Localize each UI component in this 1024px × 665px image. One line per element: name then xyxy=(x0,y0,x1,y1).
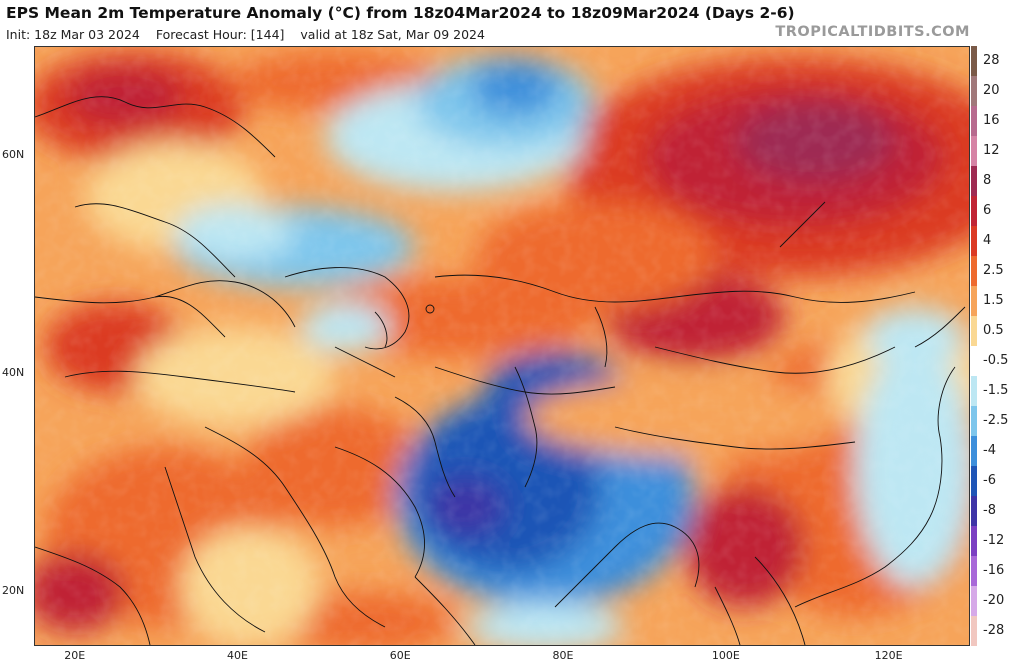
colorbar-label: -16 xyxy=(983,563,1005,578)
map-title: EPS Mean 2m Temperature Anomaly (°C) fro… xyxy=(6,4,795,22)
temperature-anomaly-map[interactable] xyxy=(34,46,970,646)
colorbar-swatch xyxy=(971,346,977,376)
brand-watermark[interactable]: TROPICALTIDBITS.COM xyxy=(775,24,970,40)
colorbar-level: -1.5 xyxy=(971,376,1024,406)
colorbar-swatch xyxy=(971,406,977,436)
colorbar-label: 1.5 xyxy=(983,293,1004,308)
colorbar-level: 6 xyxy=(971,196,1024,226)
colorbar-level: -8 xyxy=(971,496,1024,526)
lon-label: 80E xyxy=(552,649,574,662)
lon-label: 120E xyxy=(874,649,903,662)
colorbar-label: 16 xyxy=(983,113,1000,128)
colorbar-label: 12 xyxy=(983,143,1000,158)
colorbar-swatch xyxy=(971,76,977,106)
map-subtitle: Init: 18z Mar 03 2024 Forecast Hour: [14… xyxy=(6,27,497,42)
valid-time: valid at 18z Sat, Mar 09 2024 xyxy=(300,27,485,42)
colorbar-label: -28 xyxy=(983,623,1005,638)
colorbar-level: -28 xyxy=(971,616,1024,646)
colorbar-level: 16 xyxy=(971,106,1024,136)
lon-label: 40E xyxy=(226,649,248,662)
colorbar-swatch xyxy=(971,586,977,616)
colorbar-level: 8 xyxy=(971,166,1024,196)
colorbar-label: 2.5 xyxy=(983,263,1004,278)
colorbar-swatch xyxy=(971,376,977,406)
colorbar-label: -20 xyxy=(983,593,1005,608)
coastlines-and-borders xyxy=(35,96,966,645)
colorbar-swatch xyxy=(971,226,977,256)
colorbar-label: 4 xyxy=(983,233,992,248)
colorbar-level: -0.5 xyxy=(971,346,1024,376)
field-texture xyxy=(35,47,969,645)
colorbar-level: 28 xyxy=(971,46,1024,76)
colorbar-level: 2.5 xyxy=(971,256,1024,286)
colorbar-level: 0.5 xyxy=(971,316,1024,346)
lon-label: 20E xyxy=(64,649,86,662)
colorbar-swatch xyxy=(971,196,977,226)
colorbar-label: 6 xyxy=(983,203,992,218)
lon-label: 60E xyxy=(389,649,411,662)
colorbar-label: -4 xyxy=(983,443,996,458)
colorbar-swatch xyxy=(971,436,977,466)
colorbar-level: 1.5 xyxy=(971,286,1024,316)
colorbar-swatch xyxy=(971,286,977,316)
colorbar-swatch xyxy=(971,46,977,76)
colorbar-swatch xyxy=(971,136,977,166)
colorbar-level: 4 xyxy=(971,226,1024,256)
colorbar-label: 8 xyxy=(983,173,992,188)
colorbar-label: 20 xyxy=(983,83,1000,98)
colorbar-label: 0.5 xyxy=(983,323,1004,338)
colorbar-label: -8 xyxy=(983,503,996,518)
colorbar-swatch xyxy=(971,106,977,136)
lon-label: 100E xyxy=(711,649,740,662)
colorbar-level: -16 xyxy=(971,556,1024,586)
colorbar-label: -6 xyxy=(983,473,996,488)
colorbar-level: 12 xyxy=(971,136,1024,166)
colorbar-label: 28 xyxy=(983,53,1000,68)
colorbar-level: -2.5 xyxy=(971,406,1024,436)
lat-label: 20N xyxy=(2,584,25,598)
init-time: Init: 18z Mar 03 2024 xyxy=(6,27,140,42)
colorbar-level: -6 xyxy=(971,466,1024,496)
colorbar-swatch xyxy=(971,466,977,496)
colorbar-legend: 28 20 16 12 8 6 4 2.5 1.5 0.5 -0.5 -1.5 -2.5 -4 -6 -8 -1… xyxy=(971,46,1024,646)
colorbar-level: -4 xyxy=(971,436,1024,466)
lat-label: 60N xyxy=(2,148,25,162)
colorbar-label: -1.5 xyxy=(983,383,1009,398)
colorbar-label: -0.5 xyxy=(983,353,1009,368)
forecast-hour: Forecast Hour: [144] xyxy=(155,27,285,42)
colorbar-level: -12 xyxy=(971,526,1024,556)
colorbar-label: -12 xyxy=(983,533,1005,548)
map-canvas xyxy=(35,47,969,645)
colorbar-label: -2.5 xyxy=(983,413,1009,428)
colorbar-swatch xyxy=(971,556,977,586)
lat-label: 40N xyxy=(2,366,25,380)
colorbar-swatch xyxy=(971,166,977,196)
colorbar-swatch xyxy=(971,496,977,526)
colorbar-swatch xyxy=(971,316,977,346)
colorbar-swatch xyxy=(971,256,977,286)
colorbar-swatch xyxy=(971,526,977,556)
colorbar-level: 20 xyxy=(971,76,1024,106)
colorbar-level: -20 xyxy=(971,586,1024,616)
colorbar-swatch xyxy=(971,616,977,646)
